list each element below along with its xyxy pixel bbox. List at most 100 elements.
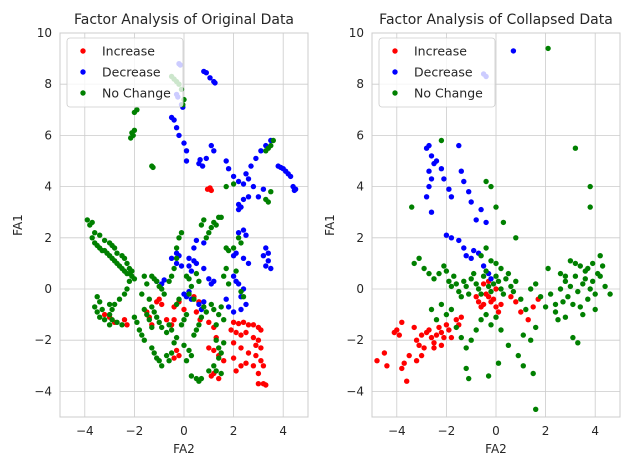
- data-point: [211, 306, 217, 313]
- data-point: [268, 189, 274, 195]
- data-point: [580, 311, 586, 318]
- data-point: [441, 263, 447, 269]
- data-point: [567, 258, 574, 264]
- data-point: [243, 301, 249, 308]
- data-point: [436, 270, 442, 277]
- data-point: [446, 278, 452, 284]
- data-point: [159, 363, 165, 369]
- data-point: [166, 278, 172, 284]
- data-point: [235, 281, 242, 287]
- data-point: [446, 327, 452, 333]
- plot-frame: [371, 32, 621, 418]
- data-point: [97, 232, 103, 238]
- data-point: [245, 322, 252, 328]
- data-point: [374, 358, 380, 364]
- legend-marker: [392, 69, 398, 75]
- data-point: [537, 294, 544, 300]
- data-point: [255, 370, 262, 377]
- data-point: [483, 245, 489, 251]
- data-point: [126, 278, 133, 284]
- data-point: [572, 260, 579, 267]
- legend-label: No Change: [102, 86, 171, 101]
- data-point: [245, 350, 252, 356]
- data-point: [567, 283, 574, 290]
- data-point: [255, 381, 262, 387]
- data-point: [139, 291, 145, 297]
- data-point: [134, 319, 140, 325]
- data-point: [216, 355, 222, 361]
- data-point: [176, 352, 182, 359]
- data-point: [399, 365, 405, 372]
- data-point: [428, 209, 435, 215]
- legend-marker: [80, 69, 86, 75]
- data-point: [171, 117, 177, 123]
- data-point: [238, 306, 244, 313]
- data-point: [488, 322, 494, 328]
- data-point: [423, 194, 430, 200]
- data-point: [451, 273, 457, 279]
- data-point: [207, 185, 213, 191]
- data-point: [483, 268, 489, 274]
- data-point: [428, 306, 435, 313]
- data-point: [557, 270, 564, 277]
- y-tick-label: −2: [34, 333, 52, 347]
- data-point: [528, 337, 534, 343]
- data-point: [493, 204, 499, 210]
- data-point: [466, 375, 472, 382]
- data-point: [473, 327, 479, 333]
- data-point: [203, 70, 209, 76]
- data-point: [250, 183, 257, 190]
- data-point: [590, 260, 596, 267]
- legend: Increase Decrease No Change: [378, 37, 496, 108]
- data-point: [238, 345, 244, 351]
- data-point: [473, 217, 479, 223]
- data-point: [597, 273, 603, 279]
- chart-title: Factor Analysis of Collapsed Data: [379, 12, 613, 28]
- data-point: [87, 222, 93, 228]
- data-point: [495, 278, 502, 284]
- data-point: [171, 340, 177, 346]
- data-point: [191, 332, 197, 338]
- data-point: [463, 365, 469, 372]
- data-point: [250, 334, 257, 341]
- data-point: [149, 324, 155, 331]
- data-point: [441, 176, 447, 182]
- data-point: [260, 253, 267, 259]
- data-point: [213, 368, 219, 374]
- data-point: [154, 299, 160, 305]
- data-point: [461, 278, 467, 284]
- y-tick-label: 2: [44, 231, 52, 245]
- data-point: [485, 373, 492, 379]
- data-point: [94, 309, 100, 315]
- data-point: [136, 327, 143, 333]
- data-point: [178, 322, 185, 328]
- data-point: [230, 173, 237, 180]
- data-point: [418, 332, 425, 338]
- data-point: [240, 319, 247, 325]
- data-point: [206, 230, 212, 236]
- data-point: [188, 373, 195, 379]
- data-point: [168, 350, 175, 356]
- data-point: [488, 183, 494, 190]
- data-point: [221, 273, 227, 279]
- data-point: [466, 189, 472, 195]
- data-point: [456, 288, 462, 295]
- data-point: [438, 137, 445, 144]
- x-tick-label: −2: [438, 424, 456, 438]
- data-point: [443, 232, 450, 238]
- data-point: [258, 148, 264, 154]
- data-point: [518, 296, 524, 302]
- data-point: [478, 317, 484, 323]
- data-point: [186, 276, 192, 282]
- data-point: [533, 281, 539, 287]
- data-point: [221, 317, 227, 323]
- y-tick-label: 8: [44, 77, 52, 91]
- y-axis-label: FA1: [11, 214, 25, 236]
- x-axis-label: FA2: [173, 442, 195, 456]
- data-point: [201, 299, 207, 305]
- data-point: [545, 265, 551, 272]
- data-point: [183, 148, 190, 154]
- data-point: [106, 301, 113, 308]
- data-point: [263, 382, 269, 388]
- data-point: [250, 322, 257, 328]
